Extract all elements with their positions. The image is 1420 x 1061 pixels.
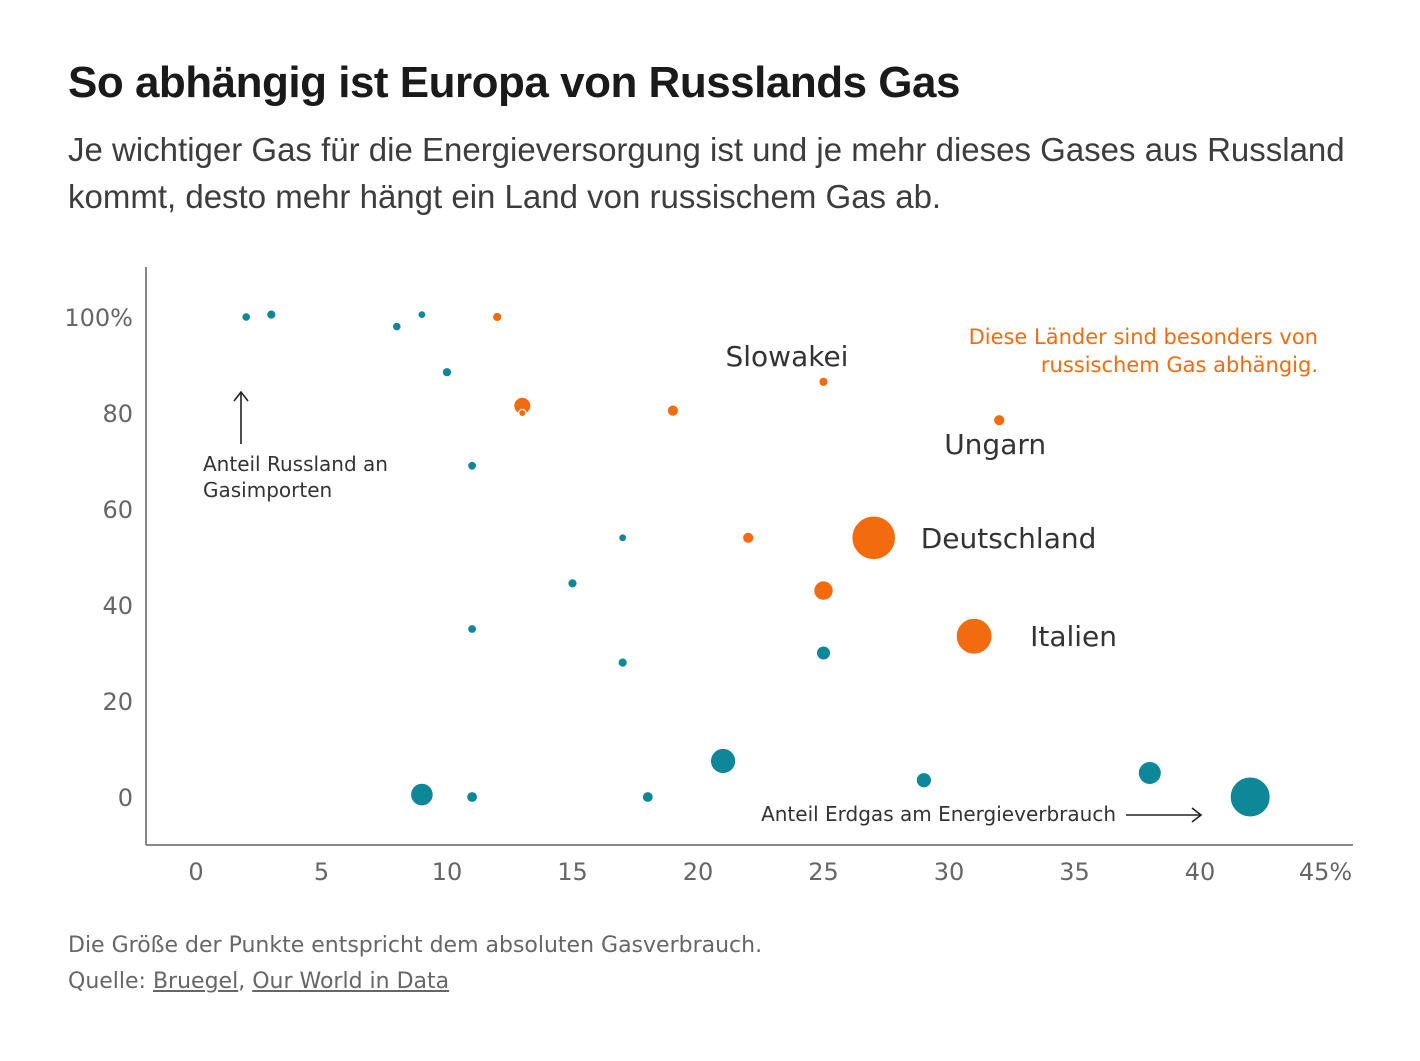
size-note: Die Größe der Punkte entspricht dem abso… <box>68 933 763 958</box>
annotation-erdgas: Anteil Erdgas am Energieverbrauch <box>761 802 1116 826</box>
data-point-teal <box>617 657 628 668</box>
y-tick-label: 0 <box>118 784 133 812</box>
y-tick-label: 80 <box>102 400 133 428</box>
annotation-highlight-line2: russischem Gas abhängig. <box>1041 353 1318 377</box>
x-tick-label: 10 <box>432 858 463 886</box>
data-point-teal <box>467 624 477 634</box>
y-tick-label: 100% <box>64 304 133 332</box>
footer: Die Größe der Punkte entspricht dem abso… <box>68 928 762 1000</box>
annotations: Anteil Russland an Gasimporten Anteil Er… <box>203 325 1318 826</box>
tick-labels: 0 5 10 15 20 25 30 35 40 45% 0 20 40 60 80 100% <box>64 304 1352 886</box>
data-point-teal <box>241 312 251 322</box>
data-point-teal <box>392 321 402 332</box>
country-label-deutschland: Deutschland <box>921 522 1097 555</box>
data-point-orange <box>667 404 679 417</box>
x-tick-label: 45% <box>1299 858 1352 886</box>
source-link-bruegel[interactable]: Bruegel <box>152 969 239 994</box>
data-point-orange <box>993 414 1006 427</box>
chart-subtitle: Je wichtiger Gas für die Energieversorgu… <box>68 131 1345 215</box>
data-point-teal <box>1138 761 1162 785</box>
source-separator: , <box>238 969 253 994</box>
country-label-slowakei: Slowakei <box>726 340 849 373</box>
y-tick-label: 20 <box>102 688 133 716</box>
x-tick-label: 25 <box>808 858 839 886</box>
data-point-teal <box>442 367 452 378</box>
x-tick-label: 15 <box>557 858 588 886</box>
x-tick-label: 40 <box>1185 858 1216 886</box>
source-line: Quelle: Bruegel, Our World in Data <box>68 964 762 1000</box>
data-point-orange <box>813 580 834 601</box>
data-point-orange <box>492 312 503 322</box>
data-point-teal <box>466 791 478 803</box>
data-point-teal <box>1229 776 1271 818</box>
data-point-teal <box>567 578 578 589</box>
chart-title: So abhängig ist Europa von Russlands Gas <box>68 58 960 107</box>
y-tick-label: 40 <box>102 592 133 620</box>
data-point-teal <box>642 791 654 803</box>
data-point-orange <box>742 531 755 544</box>
annotation-russland-line1: Anteil Russland an <box>203 452 388 476</box>
data-point-teal <box>410 782 434 807</box>
x-tick-label: 5 <box>314 858 329 886</box>
x-tick-label: 35 <box>1059 858 1090 886</box>
data-point-teal <box>467 461 477 471</box>
x-tick-label: 0 <box>188 858 203 886</box>
data-points <box>241 309 1271 818</box>
country-label-italien: Italien <box>1030 620 1117 653</box>
source-link-owid[interactable]: Our World in Data <box>252 969 450 994</box>
data-point-orange <box>518 408 527 418</box>
annotation-russland-line2: Gasimporten <box>203 478 332 502</box>
arrow-right-head <box>1191 807 1203 823</box>
country-labels: Slowakei Ungarn Deutschland Italien <box>726 340 1118 653</box>
axes <box>145 267 1353 846</box>
data-point-orange <box>955 618 993 655</box>
x-tick-label: 20 <box>683 858 714 886</box>
data-point-teal <box>618 533 628 543</box>
data-point-teal <box>710 748 736 774</box>
x-tick-label: 30 <box>934 858 965 886</box>
data-point-teal <box>417 310 427 320</box>
data-point-teal <box>916 772 932 789</box>
data-point-teal <box>816 645 831 661</box>
annotation-highlight-line1: Diese Länder sind besonders von <box>969 325 1318 349</box>
data-point-orange <box>851 515 896 560</box>
data-point-teal <box>266 309 277 320</box>
y-tick-label: 60 <box>102 496 133 524</box>
arrow-up-head <box>233 390 249 402</box>
source-prefix: Quelle: <box>68 969 153 994</box>
country-label-ungarn: Ungarn <box>944 428 1046 461</box>
data-point-orange <box>818 376 829 387</box>
